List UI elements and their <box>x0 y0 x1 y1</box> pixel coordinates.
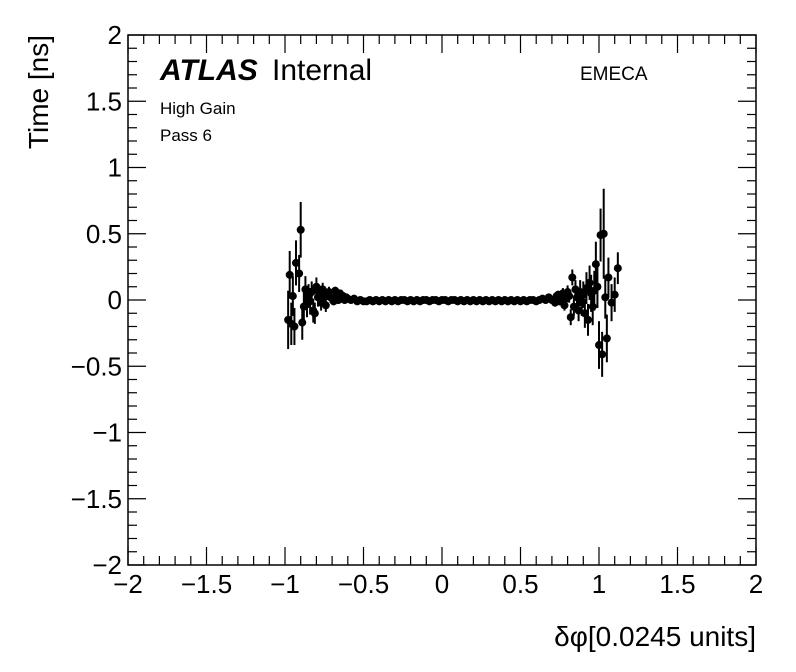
data-point <box>291 258 300 267</box>
data-point <box>307 288 316 297</box>
x-tick-label: −1.5 <box>181 569 232 599</box>
data-point <box>290 322 299 331</box>
y-tick-label: 0.5 <box>86 219 122 249</box>
data-point <box>568 273 577 282</box>
y-axis-title: Time [ns] <box>23 35 54 149</box>
y-tick-label: −0.5 <box>71 351 122 381</box>
y-tick-label: 0 <box>108 285 122 315</box>
y-tick-label: 1 <box>108 153 122 183</box>
data-point <box>591 260 600 269</box>
data-point <box>598 350 607 359</box>
data-point <box>604 273 613 282</box>
x-tick-label: 2 <box>749 569 763 599</box>
axis-ticks <box>127 34 757 566</box>
tick-labels: −2−2 −1.5 −1.5 −1 −1 −0.5 −0.5 0 0 0.5 0.5 1 1 1.5 1.5… <box>71 20 764 599</box>
x-tick-label: 1 <box>592 569 606 599</box>
data-point <box>288 292 297 301</box>
x-tick-label: −1 <box>270 569 300 599</box>
x-tick-label: −2 <box>113 569 143 599</box>
gain-label: High Gain <box>160 99 236 118</box>
x-axis-title: δφ[0.0245 units] <box>554 621 756 652</box>
data-point <box>565 292 574 301</box>
data-point <box>610 290 619 299</box>
data-point <box>584 315 593 324</box>
data-point <box>588 302 597 311</box>
data-point <box>595 341 603 350</box>
data-point <box>560 301 569 310</box>
x-tick-label: −0.5 <box>338 569 389 599</box>
data-point <box>599 229 608 238</box>
data-point <box>295 269 304 278</box>
data-point <box>579 290 588 299</box>
region-label: EMECA <box>580 64 648 85</box>
data-point <box>321 301 330 310</box>
internal-label: Internal <box>272 54 372 87</box>
atlas-label: ATLAS <box>159 54 258 87</box>
data-point <box>585 278 594 287</box>
data-point <box>613 264 622 273</box>
y-tick-label: −2 <box>92 550 122 580</box>
data-point <box>601 293 610 302</box>
y-tick-label: 1.5 <box>86 86 122 116</box>
data-point <box>566 313 575 322</box>
data-point <box>602 334 611 343</box>
x-tick-label: 1.5 <box>659 569 695 599</box>
data-point <box>580 309 589 318</box>
data-point <box>607 298 616 307</box>
data-point <box>593 282 602 291</box>
data-point <box>574 306 583 315</box>
data-point <box>296 225 305 234</box>
y-tick-label: −1 <box>92 418 122 448</box>
data-point <box>285 270 294 279</box>
x-tick-label: 0 <box>435 569 449 599</box>
y-tick-label: −1.5 <box>71 484 122 514</box>
data-points <box>284 188 622 377</box>
pass-label: Pass 6 <box>160 126 212 145</box>
data-point <box>298 318 307 327</box>
data-point <box>310 309 319 318</box>
x-tick-label: 0.5 <box>502 569 538 599</box>
y-tick-label: 2 <box>108 20 122 50</box>
